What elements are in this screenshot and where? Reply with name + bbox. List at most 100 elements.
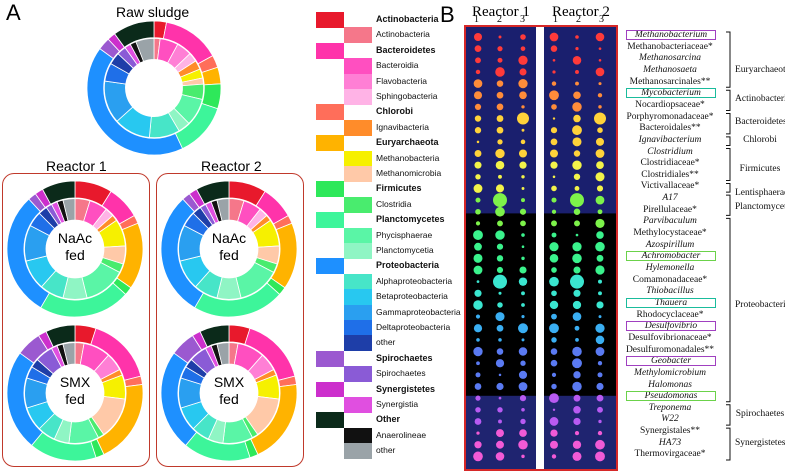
legend-swatch xyxy=(344,397,372,413)
heatmap-bubble xyxy=(474,161,482,169)
legend-swatch xyxy=(344,366,372,383)
heatmap-bubble xyxy=(498,174,502,179)
taxon-label: Methanobacteriaceae* xyxy=(627,41,713,52)
r1-naac-label: NaAc fed xyxy=(57,230,93,263)
heatmap-bubble xyxy=(551,232,557,238)
heatmap-bubble xyxy=(476,361,480,366)
heatmap-bubble xyxy=(597,209,603,215)
heatmap-bubble xyxy=(519,208,527,215)
heatmap-bubble xyxy=(551,197,557,203)
legend-label: Spirochaetes xyxy=(376,352,433,363)
heatmap-bubble xyxy=(474,127,482,134)
heatmap-bubble xyxy=(521,105,525,109)
heatmap-bubble xyxy=(521,233,525,237)
taxon-label: Treponema xyxy=(648,402,692,413)
heatmap-bubble xyxy=(496,126,504,134)
heatmap-bubble xyxy=(598,59,602,62)
heatmap-bubble xyxy=(474,289,482,297)
heatmap-bubble xyxy=(475,395,481,401)
heatmap-bubble xyxy=(550,138,558,146)
heatmap-bubble xyxy=(475,197,481,203)
heatmap-bubble xyxy=(550,440,558,449)
heatmap-bubble xyxy=(572,300,582,310)
heatmap-bubble xyxy=(597,406,603,413)
heatmap-bubble xyxy=(495,312,505,322)
heatmap-bubble xyxy=(473,91,483,100)
taxon-label: Achromobacter xyxy=(626,251,716,262)
heatmap-bubble xyxy=(473,230,483,241)
heatmap-bubble xyxy=(549,276,559,287)
legend-label: Bacteroidia xyxy=(376,60,419,71)
heatmap-bubble xyxy=(575,35,579,39)
col-number: 2 xyxy=(576,14,581,25)
donut-r1-smx xyxy=(6,324,144,462)
heatmap-bubble xyxy=(495,184,505,193)
heatmap-bubble xyxy=(570,193,584,208)
heatmap-bubble xyxy=(474,441,482,449)
heatmap-bubble xyxy=(573,417,581,426)
heatmap-bubble xyxy=(520,46,526,51)
heatmap-bubble xyxy=(519,161,527,169)
heatmap-bubble xyxy=(496,429,504,438)
taxon-label: HA73 xyxy=(658,437,682,448)
heatmap-bubble xyxy=(575,47,579,51)
heatmap-bubble xyxy=(574,186,580,191)
heatmap-svg xyxy=(466,27,616,469)
phylum-bracket xyxy=(726,194,731,216)
heatmap-bubble xyxy=(572,56,582,65)
reactor2-box xyxy=(156,173,304,467)
heatmap-bubble xyxy=(551,337,557,343)
heatmap-bubble xyxy=(573,289,581,297)
legend-swatch xyxy=(344,89,372,105)
col-number: 3 xyxy=(599,14,604,25)
heatmap-bubble xyxy=(474,418,482,425)
heatmap-bubble xyxy=(518,440,528,450)
heatmap-bubble xyxy=(575,81,579,86)
heatmap-bubble xyxy=(549,300,559,310)
legend-swatch xyxy=(344,443,372,460)
legend-label: Methanobacteria xyxy=(376,152,440,163)
legend-swatch xyxy=(344,289,372,306)
heatmap-bubble xyxy=(550,161,558,169)
heatmap-bubble xyxy=(475,407,481,413)
donut-segment xyxy=(41,180,76,205)
donut-segment xyxy=(216,198,230,222)
heatmap-frame xyxy=(464,25,618,471)
legend-label: Actinobacteria xyxy=(376,29,430,40)
heatmap-bubble xyxy=(597,361,603,366)
heatmap-bubble xyxy=(497,46,503,52)
taxon-label: Rhodocyclaceae* xyxy=(636,309,704,320)
phylum-bracket xyxy=(726,217,731,403)
heatmap-bubble xyxy=(550,45,558,52)
heatmap-bubble xyxy=(574,220,580,227)
heatmap-bubble xyxy=(595,218,605,228)
donut-segment xyxy=(195,180,230,205)
legend-swatch xyxy=(344,27,372,44)
heatmap-bubble xyxy=(520,418,526,425)
hm-reactor2-title: Reactor 2 xyxy=(552,4,610,20)
heatmap-bubble xyxy=(497,139,503,145)
heatmap-bubble xyxy=(573,266,581,274)
heatmap-bubble xyxy=(498,338,502,342)
taxon-label: Thiobacillus xyxy=(646,286,694,297)
heatmap-bubble xyxy=(572,440,582,449)
r1-smx-label: SMX fed xyxy=(59,374,91,407)
heatmap-bubble xyxy=(595,323,605,333)
heatmap-bubble xyxy=(475,208,481,215)
heatmap-bubble xyxy=(572,242,582,252)
heatmap-bubble xyxy=(550,429,558,437)
heatmap-bubble xyxy=(551,454,557,459)
heatmap-bubble xyxy=(572,160,582,170)
taxon-label: W22 xyxy=(661,414,679,425)
heatmap-bubble xyxy=(572,102,582,112)
legend-label: Proteobacteria xyxy=(376,260,440,271)
legend-label: Spirochaetes xyxy=(376,368,426,379)
legend-swatch xyxy=(316,12,344,28)
heatmap-bubble xyxy=(551,209,557,214)
heatmap-bubble xyxy=(497,407,503,413)
phylum-label: Actinobacteria xyxy=(735,94,785,105)
taxon-label: Victivallaceae* xyxy=(640,181,700,192)
taxon-label: Methanosaeta xyxy=(643,64,697,75)
legend-swatch xyxy=(344,335,372,352)
heatmap-bubble xyxy=(551,313,557,320)
